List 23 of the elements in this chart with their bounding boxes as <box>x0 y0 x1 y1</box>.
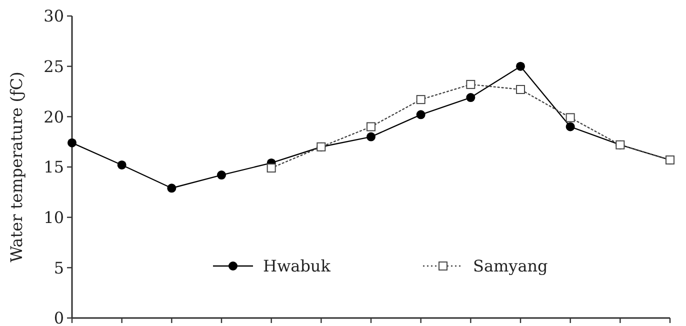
y-tick-label: 25 <box>44 56 64 76</box>
point <box>68 138 76 148</box>
point <box>117 160 126 170</box>
point <box>167 184 176 193</box>
point <box>217 170 226 180</box>
legend-label: Samyang <box>473 256 548 276</box>
point <box>266 164 276 173</box>
y-tick-label: 15 <box>44 158 64 177</box>
point <box>466 80 476 89</box>
point <box>566 122 575 132</box>
point <box>416 110 426 120</box>
point <box>416 95 426 104</box>
point <box>566 113 575 122</box>
y-tick-label: 0 <box>54 308 64 326</box>
y-tick-label: 10 <box>44 208 64 227</box>
point <box>516 62 525 71</box>
y-axis-title: Water temperature (ƒC) <box>7 72 26 262</box>
y-tick-label: 30 <box>44 6 64 26</box>
y-tick-label: 20 <box>44 107 64 126</box>
point <box>366 132 376 142</box>
legend-label: Hwabuk <box>263 256 331 276</box>
point <box>466 93 476 102</box>
y-tick-label: 5 <box>54 258 64 278</box>
